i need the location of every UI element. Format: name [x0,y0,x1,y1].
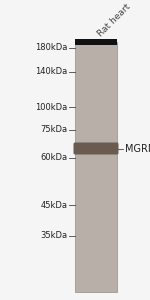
Bar [75,39,117,45]
Text: Rat heart: Rat heart [96,2,132,38]
Bar [75,42,117,292]
FancyBboxPatch shape [74,142,118,154]
Text: 45kDa: 45kDa [40,200,68,209]
Text: 180kDa: 180kDa [35,44,68,52]
Text: 35kDa: 35kDa [40,232,68,241]
Text: 140kDa: 140kDa [35,68,68,76]
Text: MGRN1: MGRN1 [124,143,150,154]
Text: 100kDa: 100kDa [35,103,68,112]
Text: 60kDa: 60kDa [40,154,68,163]
Text: 75kDa: 75kDa [40,125,68,134]
